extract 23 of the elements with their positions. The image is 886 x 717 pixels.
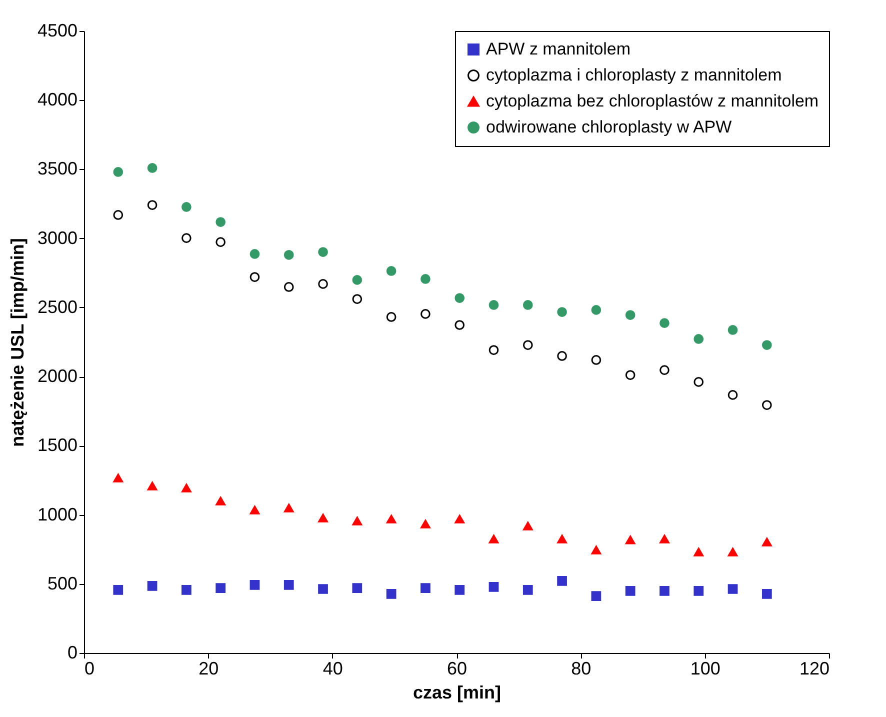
y-tick-label: 0	[67, 642, 78, 662]
y-tick-label: 2500	[37, 296, 78, 317]
x-tick-label: 60	[446, 658, 468, 678]
x-tick-label: 100	[690, 658, 720, 678]
x-tick-label: 20	[198, 658, 219, 678]
y-tick-label: 4500	[37, 20, 78, 40]
y-tick-label: 2000	[37, 366, 78, 386]
y-tick-label: 1000	[37, 504, 78, 524]
legend-label: APW z mannitolem	[486, 40, 631, 58]
legend-label: cytoplazma bez chloroplastów z mannitolem	[486, 92, 819, 110]
x-axis-title: czas [min]	[412, 682, 502, 702]
y-tick-label: 500	[47, 573, 78, 594]
y-tick-label: 3000	[37, 228, 78, 248]
x-tick-label: 80	[571, 658, 592, 678]
x-tick-label: 0	[84, 658, 95, 678]
x-tick-label: 40	[322, 658, 343, 678]
y-tick-label: 1500	[37, 435, 78, 456]
y-tick-label: 4000	[37, 90, 78, 110]
y-tick-label: 3500	[37, 158, 78, 179]
legend-label: cytoplazma i chloroplasty z mannitolem	[486, 66, 782, 84]
legend-label: odwirowane chloroplasty w APW	[486, 118, 732, 136]
x-tick-label: 120	[799, 658, 830, 678]
y-axis-title: natężenie USL [imp/min]	[7, 238, 28, 447]
